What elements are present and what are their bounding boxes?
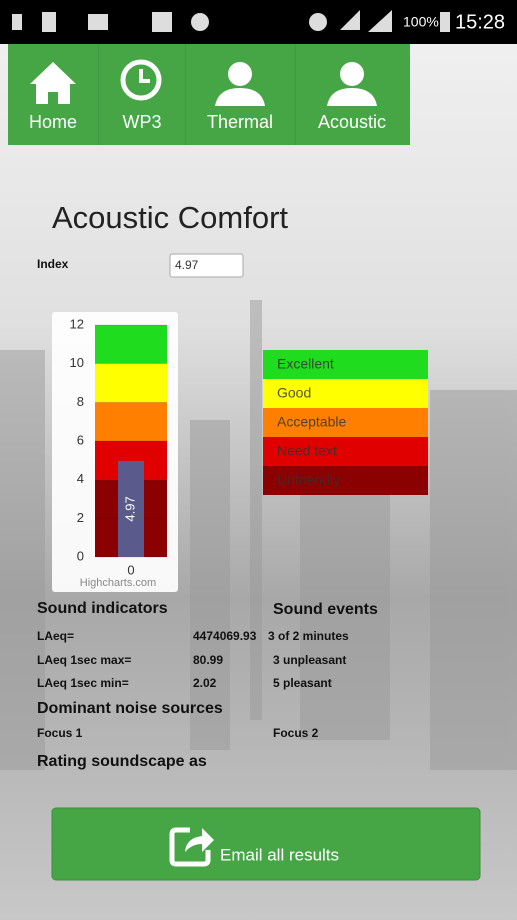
index-label: Index <box>37 257 69 271</box>
bar <box>118 460 144 557</box>
legend-swatch <box>263 379 428 408</box>
event-item: 3 of 2 minutes <box>268 629 349 643</box>
clock-icon <box>120 59 162 101</box>
clock-hands <box>139 69 150 83</box>
section-heading: Sound indicators <box>37 600 168 617</box>
legend-label: Excellent <box>277 356 334 372</box>
y-tick-label: 2 <box>77 510 84 525</box>
share-arrow <box>185 828 214 852</box>
indicator-label: LAeq 1sec min= <box>37 676 129 690</box>
legend-label: Need text <box>277 443 337 459</box>
nav-bar: Home WP3 Thermal Acoustic <box>8 44 410 145</box>
legend-label: Unfriendly <box>277 472 340 488</box>
indicator-value: 80.99 <box>193 653 223 667</box>
chart-credit: Highcharts.com <box>80 577 156 589</box>
plot-band <box>95 363 167 403</box>
legend: Excellent Good Acceptable Need text Unfriend… <box>263 350 428 495</box>
legend-label: Acceptable <box>277 414 346 430</box>
y-tick-label: 4 <box>77 471 84 486</box>
y-tick-label: 6 <box>77 432 84 447</box>
plot-band <box>95 325 167 364</box>
gauge-chart: 0 2 4 6 8 10 12 4.97 0 <box>70 316 167 577</box>
home-icon <box>30 62 76 104</box>
legend-swatch <box>263 350 428 379</box>
x-tick-label: 0 <box>127 562 134 577</box>
tab-home[interactable] <box>8 44 98 145</box>
section-heading: Dominant noise sources <box>37 700 223 717</box>
event-item: 3 unpleasant <box>273 653 346 667</box>
indicator-label: LAeq= <box>37 629 74 643</box>
indicator-label: LAeq 1sec max= <box>37 653 131 667</box>
bar-value-label: 4.97 <box>122 496 137 521</box>
y-tick-label: 8 <box>77 394 84 409</box>
button-label: Email all results <box>220 845 339 864</box>
section-heading: Rating soundscape as <box>37 753 207 770</box>
index-input[interactable] <box>169 253 244 278</box>
noise-source: Focus 1 <box>37 726 83 740</box>
email-button[interactable] <box>51 807 481 881</box>
y-tick-label: 12 <box>70 316 84 331</box>
share-icon <box>169 827 211 867</box>
noise-source: Focus 2 <box>273 726 319 740</box>
tab-label: Thermal <box>207 112 273 132</box>
legend-swatch <box>263 466 428 495</box>
tab-label: Acoustic <box>318 112 386 132</box>
indicator-value: 2.02 <box>193 676 217 690</box>
event-item: 5 pleasant <box>273 676 332 690</box>
y-tick-label: 10 <box>70 355 84 370</box>
status-icons <box>12 10 450 32</box>
legend-swatch <box>263 408 428 437</box>
person-icon <box>327 62 377 106</box>
clock: 15:28 <box>455 11 505 33</box>
battery-percent: 100% <box>403 14 439 30</box>
index-value: 4.97 <box>175 258 199 272</box>
legend-label: Good <box>277 385 311 401</box>
indicator-value: 4474069.93 <box>193 629 257 643</box>
plot-band <box>95 402 167 441</box>
section-heading: Sound events <box>273 601 378 618</box>
y-tick-label: 0 <box>77 548 84 563</box>
status-bar <box>0 0 517 44</box>
tab-label: Home <box>29 112 77 132</box>
person-icon <box>215 62 265 106</box>
legend-swatch <box>263 437 428 466</box>
page-title: Acoustic Comfort <box>52 200 288 235</box>
tab-label: WP3 <box>122 112 161 132</box>
